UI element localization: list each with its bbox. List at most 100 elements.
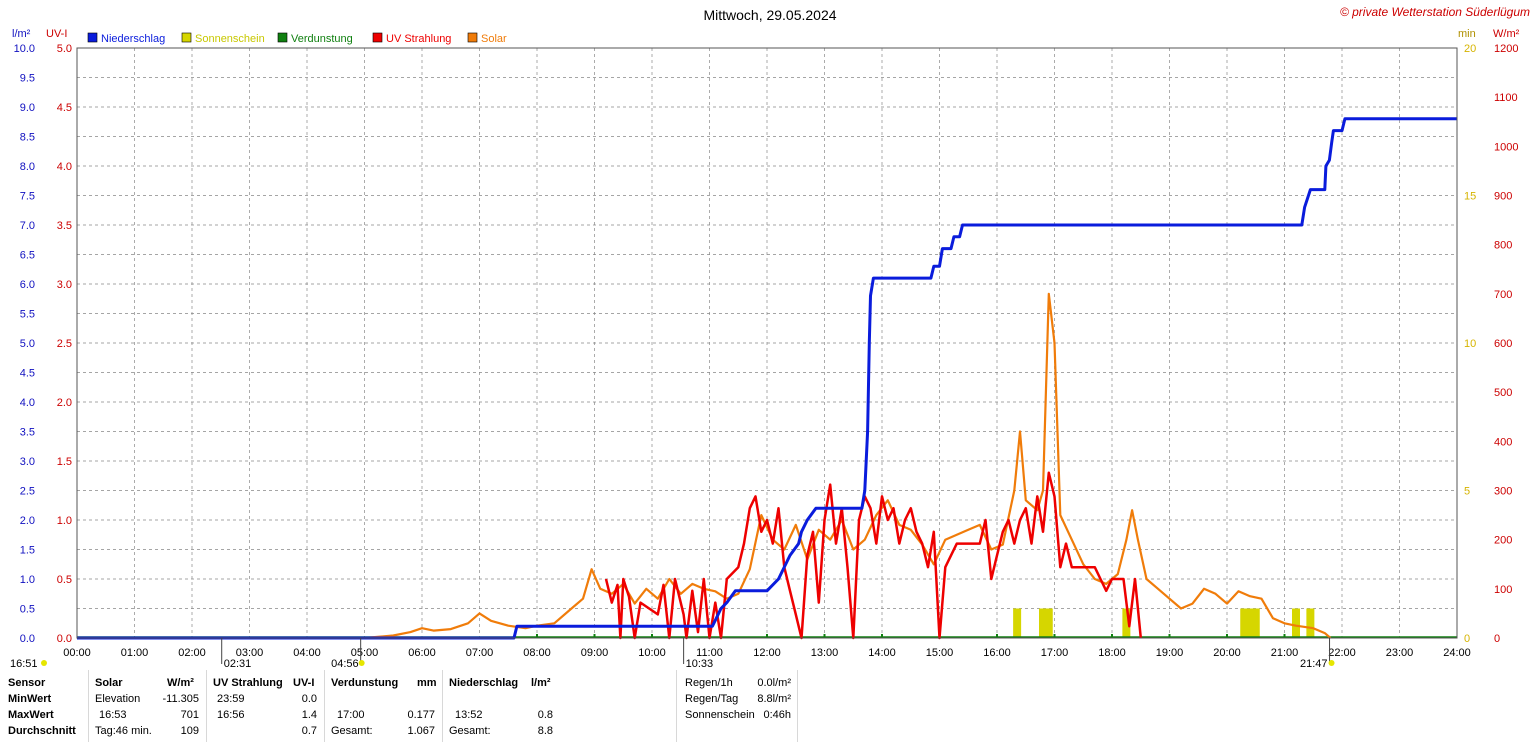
- legend-swatch: [467, 32, 478, 43]
- x-tick-label: 18:00: [1098, 647, 1126, 659]
- left2-tick-label: 3.5: [57, 220, 72, 232]
- day-markers: 16:51 02:31 04:56 10:33 21:47: [10, 638, 1335, 670]
- right2-tick-label: 800: [1494, 240, 1512, 252]
- dawn-dot: [41, 660, 47, 666]
- x-tick-label: 00:00: [63, 647, 91, 659]
- legend-label: Niederschlag: [101, 33, 165, 45]
- legend-swatch: [87, 32, 98, 43]
- sunshine-bar: [1306, 608, 1315, 638]
- x-tick-label: 06:00: [408, 647, 436, 659]
- stats-uv-avg: 0.7: [301, 725, 317, 737]
- stats-col-summary: Regen/1h 0.0l/m² Regen/Tag 8.8l/m² Sonne…: [676, 670, 798, 742]
- x-tick-label: 21:00: [1271, 647, 1299, 659]
- right2-tick-label: 900: [1494, 191, 1512, 203]
- sunshine-bar: [1246, 608, 1254, 638]
- marker-label: 21:47: [1300, 658, 1328, 670]
- left1-tick-label: 2.5: [20, 486, 35, 498]
- stats-table: Sensor MinWert MaxWert Durchschnitt Sola…: [0, 670, 1536, 742]
- stats-verd-max-time: 17:00: [337, 709, 365, 721]
- left1-tick-label: 8.0: [20, 161, 35, 173]
- sunshine-bar: [1044, 608, 1053, 638]
- sunshine-bar: [1292, 608, 1300, 638]
- stats-solar-max-time: 16:53: [99, 709, 127, 721]
- stats-col-verdunstung: Verdunstung mm 17:00 0.177 Gesamt: 1.067: [324, 670, 443, 742]
- stats-uv-unit: UV-I: [293, 677, 315, 689]
- left1-tick-label: 5.0: [20, 338, 35, 350]
- left2-tick-label: 0.5: [57, 574, 72, 586]
- left2-tick-label: 3.0: [57, 279, 72, 291]
- left1-tick-label: 8.5: [20, 132, 35, 144]
- series-layer: [77, 117, 1457, 640]
- left2-tick-label: 1.0: [57, 515, 72, 527]
- left2-tick-label: 1.5: [57, 456, 72, 468]
- stats-verd-total-label: Gesamt:: [331, 725, 373, 737]
- right2-tick-label: 400: [1494, 436, 1512, 448]
- right2-tick-label: 600: [1494, 338, 1512, 350]
- x-tick-label: 15:00: [926, 647, 954, 659]
- right2-tick-label: 300: [1494, 486, 1512, 498]
- right2-tick-label: 100: [1494, 584, 1512, 596]
- x-tick-label: 22:00: [1328, 647, 1356, 659]
- left2-tick-label: 4.0: [57, 161, 72, 173]
- stats-solar-unit: W/m²: [167, 677, 194, 689]
- stats-sunshine-label: Sonnenschein: [685, 709, 755, 721]
- stats-col-niederschlag: Niederschlag l/m² 13:52 0.8 Gesamt: 8.8: [442, 670, 559, 742]
- left1-tick-label: 4.0: [20, 397, 35, 409]
- stats-rain-day-value: 8.8l/m²: [757, 693, 791, 705]
- stats-uv-min-time: 23:59: [217, 693, 245, 705]
- stats-col-sensor: Sensor MinWert MaxWert Durchschnitt: [0, 670, 88, 742]
- x-tick-label: 07:00: [466, 647, 494, 659]
- right2-tick-label: 0: [1494, 633, 1500, 645]
- x-tick-label: 12:00: [753, 647, 781, 659]
- stats-label-avg: Durchschnitt: [8, 725, 76, 737]
- marker-label: 10:33: [686, 658, 714, 670]
- left1-tick-label: 1.0: [20, 574, 35, 586]
- left2-tick-label: 2.0: [57, 397, 72, 409]
- stats-uv-max-value: 1.4: [301, 709, 317, 721]
- plot-frame: [76, 47, 1458, 639]
- sunshine-bar: [1240, 608, 1249, 638]
- right2-tick-label: 1000: [1494, 141, 1518, 153]
- stats-verd-header: Verdunstung: [331, 677, 399, 689]
- sunset-dot: [1328, 660, 1335, 666]
- x-tick-label: 16:00: [983, 647, 1011, 659]
- right1-axis: 20 15 10 5 0: [1464, 43, 1476, 645]
- x-tick-label: 01:00: [121, 647, 149, 659]
- left1-tick-label: 7.5: [20, 191, 35, 203]
- chart-title: Mittwoch, 29.05.2024: [703, 7, 836, 23]
- left1-tick-label: 6.0: [20, 279, 35, 291]
- axis-right2-title: W/m²: [1493, 28, 1520, 40]
- left1-tick-label: 6.5: [20, 250, 35, 262]
- left1-tick-label: 2.0: [20, 515, 35, 527]
- stats-solar-min-value: -11.305: [162, 693, 200, 705]
- legend-swatch: [181, 32, 192, 43]
- left1-axis: 10.0 9.5 9.0 8.5 8.0 7.5 7.0 6.5 6.0 5.5 5.0 4.5 4.0…: [14, 43, 35, 645]
- sunshine-bar: [1122, 608, 1131, 638]
- sunshine-bar: [1251, 608, 1260, 638]
- stats-uv-max-time: 16:56: [217, 709, 245, 721]
- axis-right1-title: min: [1458, 28, 1476, 40]
- stats-rain-day-label: Regen/Tag: [685, 693, 739, 705]
- legend: Niederschlag Sonnenschein Verdunstung UV St…: [87, 32, 507, 45]
- stats-solar-day: Tag:46 min.: [95, 725, 152, 737]
- x-tick-label: 20:00: [1213, 647, 1241, 659]
- sunshine-bar: [1013, 608, 1022, 638]
- x-tick-label: 11:00: [696, 647, 723, 659]
- right1-tick-label: 15: [1464, 191, 1476, 203]
- x-tick-label: 19:00: [1156, 647, 1184, 659]
- dawn-label: 16:51: [10, 658, 38, 670]
- stats-rain-total-value: 8.8: [537, 725, 553, 737]
- x-tick-label: 04:00: [293, 647, 321, 659]
- right2-tick-label: 200: [1494, 535, 1512, 547]
- left2-tick-label: 0.0: [57, 633, 72, 645]
- legend-label: Sonnenschein: [195, 33, 265, 45]
- left1-tick-label: 5.5: [20, 309, 35, 321]
- x-tick-label: 10:00: [638, 647, 666, 659]
- left2-tick-label: 2.5: [57, 338, 72, 350]
- right2-tick-label: 700: [1494, 289, 1512, 301]
- left1-tick-label: 10.0: [14, 43, 35, 55]
- rain-line: [77, 117, 1457, 640]
- right2-tick-label: 1100: [1494, 92, 1518, 104]
- stats-verd-total-value: 1.067: [407, 725, 435, 737]
